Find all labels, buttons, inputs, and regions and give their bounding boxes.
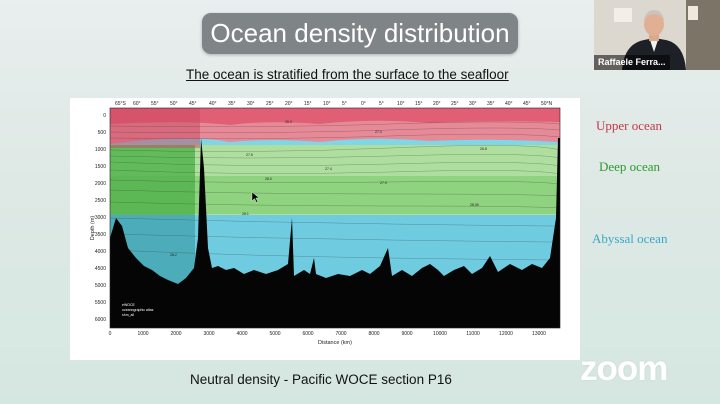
isoline-label: 27.4 [325,167,332,171]
distance-tick: 10000 [433,331,447,337]
distance-tick: 4000 [236,331,247,337]
lat-tick: 15° [415,101,423,107]
lat-tick: 60° [133,101,141,107]
distance-tick: 6000 [302,331,313,337]
distance-tick: 7000 [335,331,346,337]
lat-tick: 25° [266,101,274,107]
logo-line: oceanographic atlas [122,308,154,312]
distance-tick: 1000 [137,331,148,337]
isoline-label: 26.8 [480,147,487,151]
distance-tick: 3000 [203,331,214,337]
depth-tick: 2000 [95,181,106,187]
lat-tick: 45° [523,101,531,107]
isoline-label: 26.0 [285,120,292,124]
density-section-figure: 65°S 60° 55° 50° 45° 40° 35° 30° 25° 20°… [70,98,580,360]
lat-tick: 5° [342,101,347,107]
distance-tick: 12000 [499,331,513,337]
isoline-label: 28.0 [265,177,272,181]
abyssal-ocean-label: Abyssal ocean [592,231,668,246]
lat-tick: 50° [170,101,178,107]
depth-axis-label: Depth (m) [90,216,96,241]
participant-video-tile[interactable]: Raffaele Ferra... [594,0,720,70]
lat-tick: 55° [151,101,159,107]
distance-tick: 5000 [269,331,280,337]
zoom-logo: zoom [580,349,668,388]
lat-tick: 35° [228,101,236,107]
logo-line: shm_all [122,313,134,317]
latitude-axis: 65°S 60° 55° 50° 45° 40° 35° 30° 25° 20°… [115,101,553,107]
isoline-label: 27.5 [246,153,253,157]
depth-tick: 0 [103,113,106,119]
depth-tick: 6000 [95,317,106,323]
distance-tick: 2000 [170,331,181,337]
lat-tick: 30° [469,101,477,107]
distance-tick: 9000 [401,331,412,337]
depth-tick: 500 [98,130,107,136]
isoline-label: 27.0 [375,130,382,134]
depth-tick: 4500 [95,266,106,272]
isoline-label: 28.2 [170,253,177,257]
isolines [110,121,560,261]
deep-ocean-label: Deep ocean [599,159,660,174]
lat-tick: 30° [247,101,255,107]
slide-subtitle: The ocean is stratified from the surface… [186,67,509,82]
lat-tick: 0° [361,101,366,107]
isoline-label: 27.9 [380,181,387,185]
distance-axis: 0 1000 2000 3000 4000 5000 6000 7000 800… [109,331,547,346]
logo-line: eWOCE [122,303,136,307]
lat-tick: 5° [379,101,384,107]
depth-tick: 5000 [95,283,106,289]
seafloor-bathymetry [110,138,560,328]
lat-tick: 10° [323,101,331,107]
depth-tick: 5500 [95,300,106,306]
lat-tick: 40° [505,101,513,107]
lat-tick: 50°N [541,101,553,107]
lat-tick: 20° [285,101,293,107]
density-section-svg: 65°S 60° 55° 50° 45° 40° 35° 30° 25° 20°… [90,101,561,346]
distance-tick: 8000 [368,331,379,337]
atlas-logo: eWOCE oceanographic atlas shm_all [122,303,154,317]
lat-tick: 35° [487,101,495,107]
figure-caption: Neutral density - Pacific WOCE section P… [190,372,452,387]
depth-tick: 3500 [95,232,106,238]
mouse-cursor-icon [251,191,260,203]
isoline-label: 28.05 [470,203,479,207]
distance-tick: 0 [109,331,112,337]
lat-tick: 20° [433,101,441,107]
lat-tick: 65°S [115,101,127,107]
distance-tick: 13000 [532,331,546,337]
participant-name: Raffaele Ferra... [594,55,670,70]
isoline-labels: 26.0 27.0 27.5 28.0 26.8 27.4 27.9 28.05… [170,120,487,257]
distance-tick: 11000 [466,331,480,337]
depth-tick: 1500 [95,164,106,170]
depth-axis: 0 500 1000 1500 2000 2500 3000 3500 4000… [90,113,106,323]
isoline-label: 28.1 [242,212,249,216]
depth-tick: 1000 [95,147,106,153]
lat-tick: 40° [209,101,217,107]
lat-tick: 10° [397,101,405,107]
depth-tick: 3000 [95,215,106,221]
lat-tick: 15° [304,101,312,107]
upper-ocean-label: Upper ocean [596,118,663,133]
lat-tick: 45° [189,101,197,107]
distance-axis-label: Distance (km) [318,340,352,346]
slide-title: Ocean density distribution [202,13,518,54]
depth-tick: 4000 [95,249,106,255]
depth-tick: 2500 [95,198,106,204]
lat-tick: 25° [451,101,459,107]
